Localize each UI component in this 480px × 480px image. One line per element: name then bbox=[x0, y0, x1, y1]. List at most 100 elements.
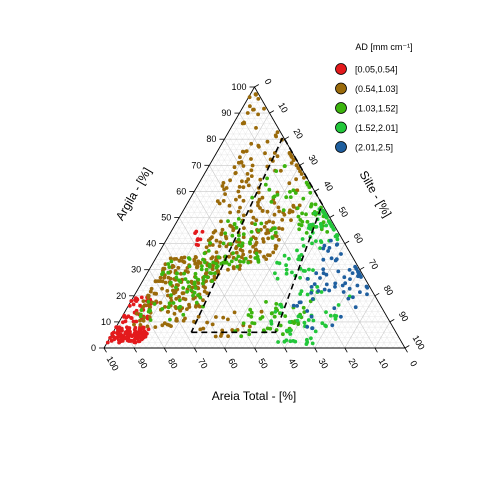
data-point bbox=[171, 301, 176, 305]
data-point bbox=[273, 133, 278, 138]
right-tick-label: 60 bbox=[352, 231, 366, 245]
grid-line bbox=[194, 165, 300, 349]
data-point bbox=[238, 155, 242, 160]
data-point bbox=[223, 234, 228, 239]
bottom-tick-label: 80 bbox=[166, 357, 180, 371]
grid-line bbox=[320, 274, 364, 349]
right-tick-label: 50 bbox=[337, 205, 351, 219]
data-point bbox=[182, 255, 187, 260]
data-point bbox=[319, 222, 323, 226]
data-point bbox=[327, 246, 332, 250]
legend-label: (2.01,2.5] bbox=[355, 143, 393, 153]
data-point bbox=[241, 232, 246, 237]
data-point bbox=[134, 299, 139, 303]
data-point bbox=[309, 285, 314, 289]
data-point bbox=[281, 208, 286, 213]
data-point bbox=[132, 337, 137, 342]
grid-line bbox=[191, 196, 279, 349]
right-tick-label: 100 bbox=[411, 333, 427, 351]
data-point bbox=[200, 264, 204, 268]
data-point bbox=[168, 256, 173, 261]
data-point bbox=[194, 242, 199, 247]
data-point bbox=[196, 277, 201, 282]
data-point bbox=[201, 257, 205, 262]
data-point bbox=[334, 257, 339, 262]
data-point bbox=[249, 168, 254, 173]
data-point bbox=[202, 251, 207, 256]
data-point bbox=[108, 336, 112, 340]
data-point bbox=[228, 242, 233, 246]
right-tick bbox=[254, 84, 260, 88]
data-point bbox=[146, 293, 150, 298]
data-point bbox=[365, 292, 369, 297]
data-point bbox=[220, 184, 225, 188]
data-point bbox=[335, 242, 340, 247]
data-point bbox=[288, 332, 293, 336]
grid-line bbox=[302, 259, 355, 349]
grid-line bbox=[221, 144, 339, 349]
data-point bbox=[265, 176, 269, 181]
grid-line bbox=[338, 290, 373, 349]
data-point bbox=[223, 192, 228, 197]
data-point bbox=[297, 222, 302, 227]
data-point bbox=[185, 289, 190, 294]
data-point bbox=[208, 241, 213, 245]
data-point bbox=[333, 284, 337, 289]
data-point bbox=[308, 190, 313, 195]
data-point bbox=[165, 289, 170, 293]
data-point bbox=[201, 281, 205, 286]
data-point bbox=[304, 212, 308, 217]
data-point bbox=[300, 219, 305, 224]
data-point bbox=[319, 290, 324, 294]
data-point bbox=[301, 305, 306, 310]
data-point bbox=[241, 235, 246, 240]
data-point bbox=[134, 319, 139, 324]
data-point bbox=[315, 285, 320, 289]
data-point bbox=[161, 266, 166, 271]
data-point bbox=[266, 236, 271, 241]
data-point bbox=[201, 278, 206, 282]
data-point bbox=[221, 181, 226, 185]
data-point bbox=[272, 201, 277, 205]
data-point bbox=[252, 107, 256, 112]
left-tick-label: 60 bbox=[176, 186, 186, 196]
data-point bbox=[241, 150, 246, 154]
data-point bbox=[174, 257, 179, 261]
data-point bbox=[245, 172, 250, 176]
right-axis-title: Silte - [%] bbox=[357, 168, 395, 219]
data-point bbox=[167, 301, 172, 306]
data-point bbox=[241, 321, 246, 326]
data-point bbox=[309, 204, 313, 209]
data-point bbox=[248, 324, 252, 329]
data-point bbox=[206, 249, 211, 253]
left-tick-label: 30 bbox=[131, 265, 141, 275]
data-point bbox=[166, 270, 171, 275]
data-point bbox=[278, 302, 282, 307]
bottom-tick bbox=[224, 347, 228, 353]
data-point bbox=[187, 284, 191, 289]
data-point bbox=[167, 323, 172, 327]
data-point bbox=[226, 219, 230, 224]
data-point bbox=[212, 271, 217, 276]
data-point bbox=[231, 251, 236, 256]
data-point bbox=[169, 259, 174, 264]
data-point bbox=[250, 163, 255, 168]
data-point bbox=[162, 275, 167, 280]
data-point bbox=[254, 240, 259, 245]
data-point bbox=[134, 311, 139, 316]
data-point bbox=[214, 238, 219, 243]
data-point bbox=[321, 246, 326, 251]
data-point bbox=[302, 176, 306, 180]
data-point bbox=[263, 182, 268, 187]
data-point bbox=[288, 152, 292, 156]
data-point bbox=[272, 212, 277, 217]
data-point bbox=[234, 197, 238, 202]
data-point bbox=[274, 302, 279, 306]
data-point bbox=[248, 307, 253, 312]
data-point bbox=[258, 249, 262, 254]
data-point bbox=[148, 308, 153, 313]
data-point bbox=[160, 323, 165, 328]
grid-line bbox=[362, 311, 385, 349]
bottom-tick bbox=[314, 347, 318, 353]
data-point bbox=[277, 209, 282, 214]
